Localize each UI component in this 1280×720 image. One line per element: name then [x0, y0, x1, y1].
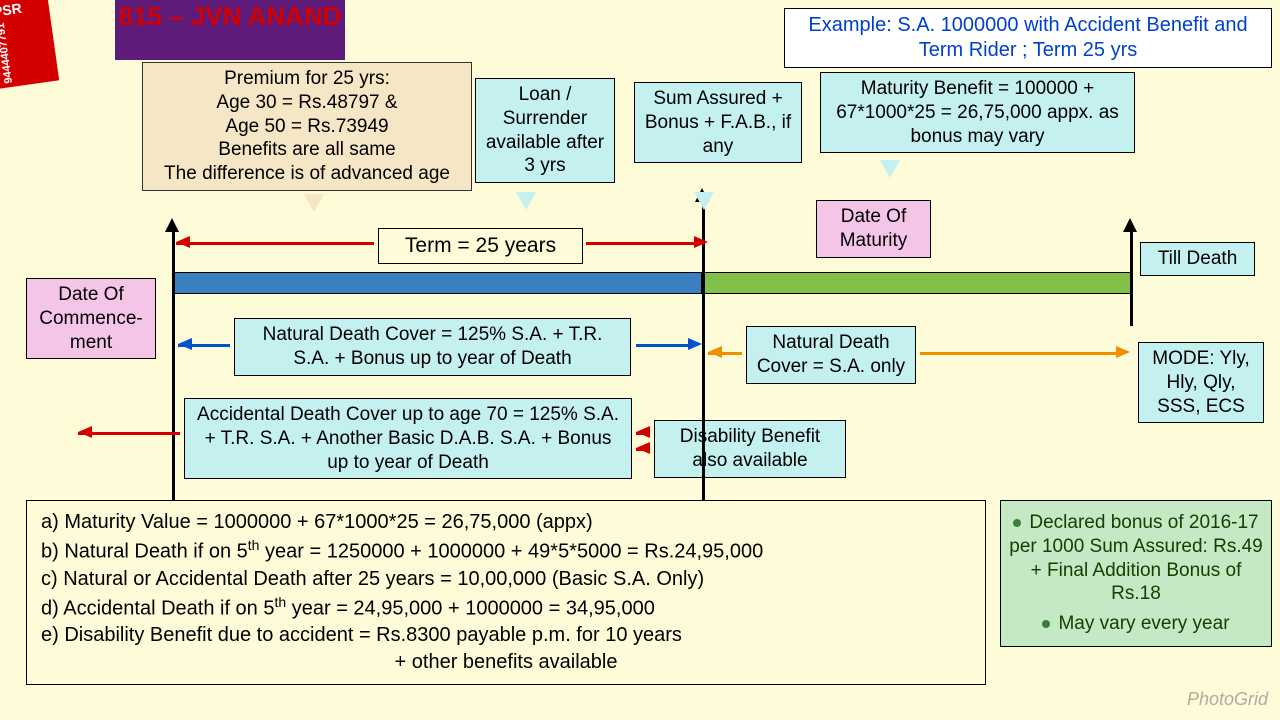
arrow-left-icon [636, 426, 650, 438]
callout-pointer-icon [304, 194, 324, 212]
death-line [1130, 230, 1133, 326]
calc-b: b) Natural Death if on 5th year = 125000… [41, 536, 971, 566]
natural-death-cover-1: Natural Death Cover = 125% S.A. + T.R. S… [234, 318, 631, 376]
arrow-left-icon [636, 442, 650, 454]
psr-label: PSR [0, 0, 23, 20]
arrow-left-icon [178, 338, 192, 350]
arrowhead-icon [1123, 218, 1137, 232]
natural-death-cover-2: Natural Death Cover = S.A. only [746, 326, 916, 384]
ndc2-arrow-right [920, 352, 1120, 355]
mode-box: MODE: Yly, Hly, Qly, SSS, ECS [1138, 342, 1264, 423]
arrowhead-icon [165, 218, 179, 232]
timeline-post-maturity-bar [702, 272, 1132, 294]
term-arrow-left [176, 242, 374, 245]
sum-assured-box: Sum Assured + Bonus + F.A.B., if any [634, 82, 802, 163]
example-box: Example: S.A. 1000000 with Accident Bene… [784, 8, 1272, 68]
arrow-left-icon [708, 346, 722, 358]
ndc1-arrow-right [636, 344, 692, 347]
disability-benefit-box: Disability Benefit also available [654, 420, 846, 478]
callout-pointer-icon [694, 192, 714, 210]
arrow-left-icon [176, 236, 190, 248]
arrow-right-icon [688, 338, 702, 350]
callout-pointer-icon [516, 192, 536, 210]
watermark: PhotoGrid [1187, 689, 1268, 710]
premium-box: Premium for 25 yrs: Age 30 = Rs.48797 & … [142, 62, 472, 191]
timeline-term-bar [172, 272, 702, 294]
loan-surrender-box: Loan / Surrender available after 3 yrs [475, 78, 615, 183]
calc-e: e) Disability Benefit due to accident = … [41, 622, 971, 649]
calc-c: c) Natural or Accidental Death after 25 … [41, 566, 971, 593]
calc-d: d) Accidental Death if on 5th year = 24,… [41, 593, 971, 623]
declared-bonus-box: Declared bonus of 2016-17 per 1000 Sum A… [1000, 500, 1272, 647]
till-death-box: Till Death [1140, 242, 1255, 276]
bonus-line-1: Declared bonus of 2016-17 per 1000 Sum A… [1009, 511, 1263, 606]
premium-text: Premium for 25 yrs: Age 30 = Rs.48797 & … [164, 68, 450, 184]
calculations-box: a) Maturity Value = 1000000 + 67*1000*25… [26, 500, 986, 685]
maturity-benefit-box: Maturity Benefit = 100000 + 67*1000*25 =… [820, 72, 1135, 153]
date-maturity-box: Date Of Maturity [816, 200, 931, 258]
psr-badge: PSR 9444407791 [0, 0, 59, 89]
accidental-death-cover-box: Accidental Death Cover up to age 70 = 12… [184, 398, 632, 479]
calc-a: a) Maturity Value = 1000000 + 67*1000*25… [41, 509, 971, 536]
psr-phone: 9444407791 [0, 22, 15, 84]
commencement-line [172, 230, 175, 500]
plan-title: 815 – JVN ANAND [115, 0, 345, 60]
arrow-left-icon [78, 426, 92, 438]
adc-arrow-left [78, 432, 180, 435]
callout-pointer-icon [880, 160, 900, 178]
calc-e2: + other benefits available [41, 649, 971, 676]
term-arrow-right [586, 242, 698, 245]
term-box: Term = 25 years [378, 228, 583, 264]
bonus-line-2: May vary every year [1009, 612, 1263, 636]
arrow-right-icon [694, 236, 708, 248]
arrow-right-icon [1116, 346, 1130, 358]
date-commencement-box: Date Of Commence-ment [26, 278, 156, 359]
